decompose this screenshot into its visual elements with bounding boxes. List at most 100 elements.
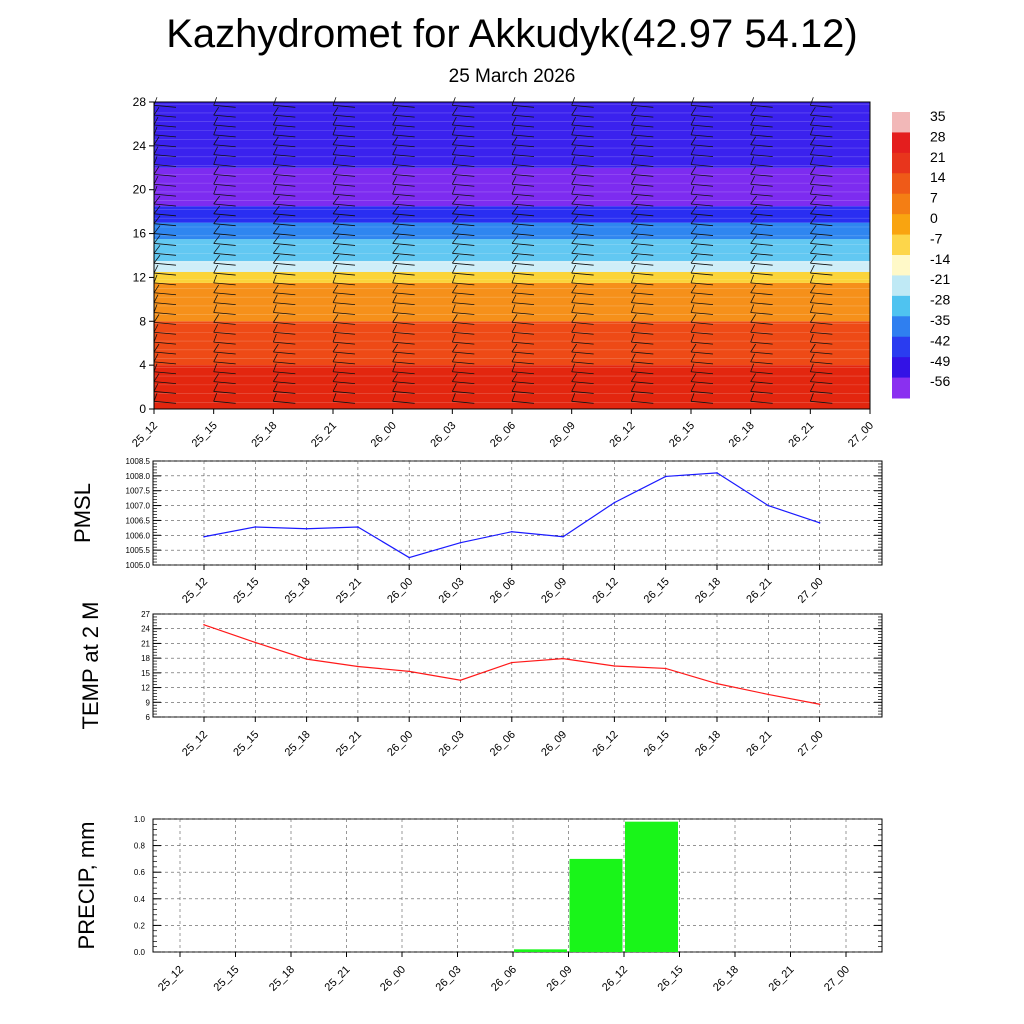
- wind-barb-flag: [511, 164, 535, 167]
- wind-barb-staff: [690, 166, 697, 175]
- wind-barb-flag: [153, 164, 177, 167]
- wind-barb-staff: [153, 254, 161, 264]
- wind-barb-staff: [630, 126, 635, 136]
- wind-barb-staff: [690, 363, 695, 372]
- wind-barb-flag: [273, 193, 296, 197]
- wind-barb-staff: [273, 235, 280, 244]
- wind-barb-flag: [690, 361, 714, 365]
- wind-barb-flag: [452, 262, 475, 266]
- wind-barb-staff: [750, 176, 756, 185]
- wind-barb-staff: [750, 284, 757, 293]
- wind-barb-flag: [213, 321, 236, 325]
- wind-barb-flag: [392, 312, 415, 315]
- wind-barb-staff: [272, 106, 279, 116]
- wind-barb-flag: [810, 282, 833, 286]
- wind-barb-flag: [631, 134, 654, 138]
- wind-barb-flag: [273, 272, 296, 276]
- x-tick-label: 25_21: [323, 964, 353, 994]
- x-tick-label: 26_18: [727, 420, 757, 450]
- wind-barb-flag: [332, 144, 356, 148]
- wind-barb-flag: [511, 193, 535, 197]
- wind-barb-flag: [153, 252, 177, 256]
- wind-barb-flag: [690, 144, 714, 148]
- wind-barb-flag: [452, 292, 475, 296]
- wind-barb-flag: [332, 203, 356, 207]
- wind-barb-flag: [273, 114, 296, 118]
- wind-barb-flag: [273, 312, 296, 315]
- wind-barb-flag: [273, 252, 296, 256]
- wind-barb-flag: [690, 203, 714, 207]
- wind-barb-flag: [392, 164, 415, 167]
- wind-barb-flag: [690, 173, 714, 177]
- x-tick-label: 26_06: [489, 964, 519, 994]
- wind-barb-staff: [511, 245, 519, 254]
- temp-point: [511, 661, 513, 664]
- wind-barb-flag: [153, 302, 177, 306]
- wind-barb-flag: [511, 282, 535, 286]
- temp2m-axis-label: TEMP at 2 M: [78, 602, 103, 730]
- wind-barb-flag: [571, 173, 594, 177]
- wind-barb-flag: [750, 104, 773, 108]
- wind-barb-flag: [213, 104, 236, 108]
- wind-barb-flag: [690, 134, 714, 138]
- wind-barb-staff: [392, 235, 399, 244]
- wind-barb-staff: [153, 343, 160, 353]
- wind-barb-flag: [631, 321, 654, 325]
- wind-barb-flag: [571, 183, 594, 187]
- wind-barb-staff: [451, 353, 457, 363]
- wind-barb-staff: [630, 176, 636, 185]
- wind-barb-flag: [273, 154, 296, 158]
- x-tick-label: 26_18: [693, 729, 723, 759]
- wind-barb-staff: [809, 274, 814, 284]
- wind-barb-staff: [153, 176, 159, 185]
- wind-barb-flag: [690, 312, 714, 315]
- wind-barb-staff: [571, 363, 576, 372]
- wind-barb-staff: [690, 146, 696, 155]
- wind-barb-flag: [690, 164, 714, 167]
- wind-barb-staff: [213, 383, 219, 392]
- wind-barb-flag: [810, 341, 833, 345]
- wind-barb-staff: [451, 294, 457, 303]
- wind-barb-flag: [452, 381, 475, 384]
- y-tick-label: 28: [133, 95, 147, 109]
- wind-barb-staff: [690, 324, 696, 333]
- wind-barb-staff: [451, 383, 457, 392]
- x-tick-label: 26_21: [744, 729, 774, 759]
- wind-barb-staff: [213, 284, 220, 293]
- wind-barb-staff: [571, 294, 577, 303]
- wind-barb-staff: [392, 373, 399, 382]
- wind-barb-staff: [511, 284, 518, 293]
- wind-barb-flag: [511, 223, 535, 227]
- colorbar-swatch: [892, 152, 910, 174]
- wind-barb-flag: [810, 243, 833, 246]
- wind-barb-staff: [392, 185, 397, 195]
- wind-barb-staff: [630, 383, 636, 392]
- wind-barb-staff: [392, 324, 398, 333]
- wind-barb-staff: [213, 353, 219, 363]
- wind-barb-column: [451, 97, 475, 404]
- colorbar-label: -56: [930, 373, 950, 389]
- wind-barb-staff: [273, 245, 280, 254]
- wind-barb-staff: [213, 304, 218, 313]
- y-tick-label: 15: [141, 669, 150, 678]
- wind-barb-flag: [392, 341, 415, 345]
- x-tick-label: 26_06: [488, 420, 518, 450]
- wind-barb-staff: [272, 373, 279, 382]
- y-tick-label: 1.0: [134, 815, 146, 824]
- wind-barb-staff: [630, 393, 635, 402]
- wind-barb-column: [809, 97, 833, 404]
- pmsl-point: [767, 504, 770, 507]
- wind-barb-staff: [153, 146, 159, 155]
- wind-barb-flag: [750, 331, 773, 335]
- x-tick-label: 26_15: [667, 420, 697, 450]
- x-tick-label: 26_15: [642, 576, 672, 606]
- wind-barb-flag: [392, 193, 415, 197]
- pmsl-point: [203, 535, 205, 538]
- wind-barb-flag: [392, 144, 415, 148]
- wind-barb-staff: [511, 116, 517, 126]
- wind-barb-flag: [511, 243, 535, 246]
- wind-barb-staff: [630, 106, 637, 116]
- x-tick-label: 25_12: [180, 729, 210, 759]
- wind-barb-staff: [392, 225, 399, 234]
- wind-barb-flag: [690, 381, 714, 384]
